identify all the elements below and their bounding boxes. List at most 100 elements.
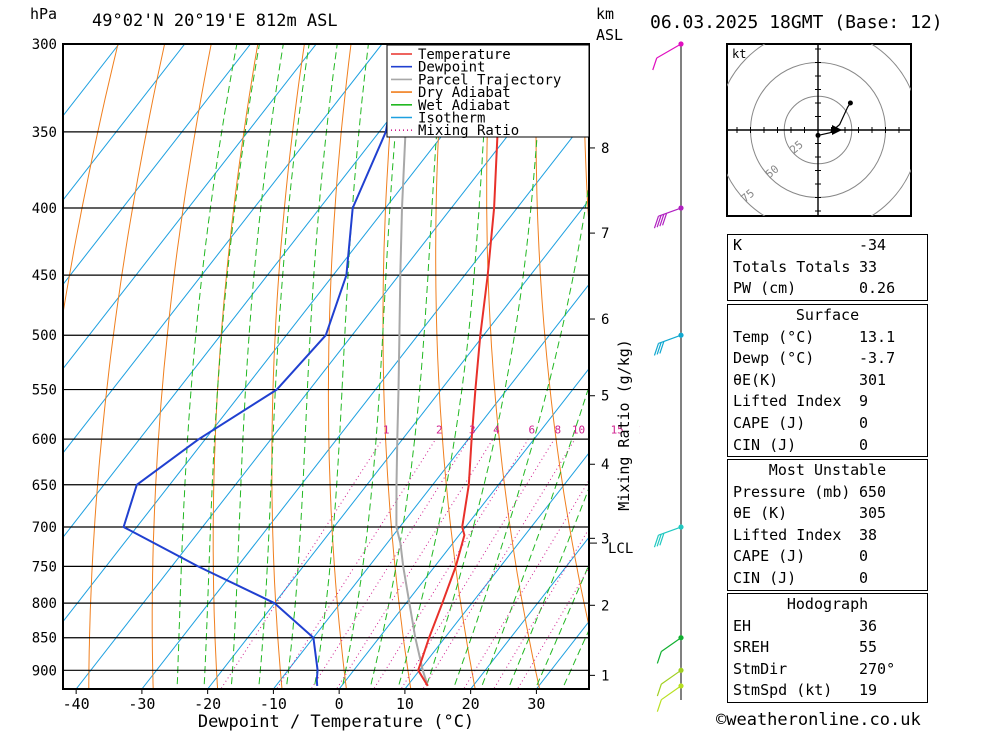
wet-adiabat-line	[341, 44, 405, 689]
index-value: 0	[859, 568, 869, 587]
index-label: K	[733, 236, 743, 254]
mixing-ratio-line	[400, 438, 555, 689]
storm-motion-marker	[832, 125, 842, 135]
hodograph-start-point	[815, 132, 821, 138]
height-tick-label: 7	[601, 226, 609, 242]
index-label: CIN (J)	[733, 435, 797, 454]
wind-barb-staff	[658, 334, 682, 344]
index-value: 305	[859, 504, 887, 523]
dry-adiabat-line	[63, 44, 119, 317]
mixing-ratio-axis-label: Mixing Ratio (g/kg)	[615, 339, 633, 511]
temperature-line	[417, 44, 505, 687]
index-label: Totals Totals	[733, 257, 851, 276]
x-axis-label: Dewpoint / Temperature (°C)	[198, 712, 474, 732]
hodograph-ring-label: 50	[763, 162, 782, 180]
wind-barb-dot	[678, 41, 684, 47]
hodograph-row: EH 36	[728, 616, 927, 638]
surface-row: CIN (J) 0	[728, 435, 927, 457]
index-value: 0	[859, 435, 869, 454]
x-tick-label: 10	[396, 695, 414, 713]
hodograph-frame	[726, 43, 912, 217]
mixing-ratio-label: 15	[611, 423, 624, 436]
wind-barb-dot	[678, 683, 684, 689]
isotherm-line	[63, 44, 449, 539]
index-value: 33	[859, 257, 878, 276]
index-value: 301	[859, 370, 887, 389]
height-tick-label: 6	[601, 312, 609, 328]
isotherm-line	[63, 44, 383, 454]
index-label: Lifted Index	[733, 392, 842, 411]
isotherm-line	[63, 44, 186, 201]
wind-barb-dot	[678, 667, 684, 673]
hodograph-title: Hodograph	[786, 595, 869, 613]
most-unstable-title: Most Unstable	[768, 461, 887, 479]
mixing-ratio-label: 10	[572, 423, 585, 436]
index-row-pw: PW (cm) 0.26	[728, 278, 927, 300]
most-unstable-row: CAPE (J) 0	[728, 546, 927, 568]
wind-barb-flag	[661, 213, 668, 226]
wind-barb-staff	[656, 43, 682, 59]
isotherm-line	[63, 44, 514, 623]
index-value: 0.26	[859, 279, 896, 298]
hodograph-row: StmDir 270°	[728, 659, 927, 681]
location-title: 49°02'N 20°19'E 812m ASL	[92, 11, 338, 31]
wind-barb-flag	[659, 341, 665, 354]
isotherm-line	[63, 44, 251, 286]
surface-row: CAPE (J) 0	[728, 413, 927, 435]
general-indices-table: K -34 Totals Totals 33 PW (cm) 0.26	[727, 234, 928, 301]
mixing-ratio-line	[422, 438, 576, 689]
pressure-tick-label: 850	[32, 631, 57, 647]
hodograph-table: Hodograph EH 36 SREH 55 StmDir 270° StmSpd …	[727, 593, 928, 703]
pressure-tick-label: 500	[32, 328, 57, 344]
surface-row: θE(K) 301	[728, 370, 927, 392]
wind-barb-flag	[653, 535, 660, 548]
wind-barb-flag	[659, 533, 665, 546]
hodograph-end-point	[847, 100, 853, 106]
surface-row: Dewp (°C) -3.7	[728, 348, 927, 370]
x-tick-label: -10	[260, 695, 287, 713]
lcl-label: LCL	[608, 541, 633, 557]
index-value: 36	[859, 616, 878, 635]
most-unstable-row: Pressure (mb) 650	[728, 482, 927, 504]
dry-adiabat-line	[435, 44, 476, 689]
index-label: CAPE (J)	[733, 413, 806, 432]
hodograph-ring	[750, 62, 886, 198]
wet-adiabat-line	[230, 44, 284, 689]
wind-barb	[653, 332, 684, 356]
pressure-tick-label: 700	[32, 520, 57, 536]
wet-adiabat-line	[313, 44, 369, 689]
most-unstable-table: Most Unstable Pressure (mb) 650 θE (K) 305…	[727, 459, 928, 591]
index-value: 650	[859, 482, 887, 501]
wind-barb-flag	[653, 216, 660, 229]
x-tick-label: -20	[194, 695, 221, 713]
pressure-tick-label: 300	[32, 37, 57, 53]
most-unstable-row: Lifted Index 38	[728, 525, 927, 547]
hodograph-ring	[727, 44, 911, 216]
height-tick-label: 5	[601, 389, 609, 405]
dry-adiabat-line	[88, 44, 166, 689]
datetime-title: 06.03.2025 18GMT (Base: 12)	[650, 12, 943, 33]
dry-adiabat-line	[327, 44, 352, 689]
legend-label: Dewpoint	[418, 60, 485, 76]
plot-frame	[62, 43, 590, 690]
height-tick-label: 3	[601, 531, 609, 547]
index-label: Temp (°C)	[733, 327, 815, 346]
wind-barb-flag	[656, 683, 662, 697]
mixing-ratio-line	[493, 527, 589, 689]
index-label: StmSpd (kt)	[733, 681, 833, 700]
wind-barb	[656, 667, 684, 697]
height-tick-label: 4	[601, 457, 609, 473]
wind-barb-flag	[656, 215, 662, 228]
weatheronline-credit-link[interactable]: ©weatheronline.co.uk	[716, 710, 921, 730]
mixing-ratio-label: 2	[436, 423, 443, 436]
legend-label: Parcel Trajectory	[418, 72, 561, 88]
hodograph-trace	[817, 102, 851, 136]
surface-row: Lifted Index 9	[728, 391, 927, 413]
wind-barb-flag	[652, 57, 658, 71]
mixing-ratio-line	[220, 438, 383, 689]
km-label: km	[596, 5, 615, 23]
index-label: θE(K)	[733, 370, 779, 389]
height-tick-label: 8	[601, 141, 609, 157]
dry-adiabat-line	[382, 44, 412, 689]
wind-barb-staff	[660, 685, 682, 701]
